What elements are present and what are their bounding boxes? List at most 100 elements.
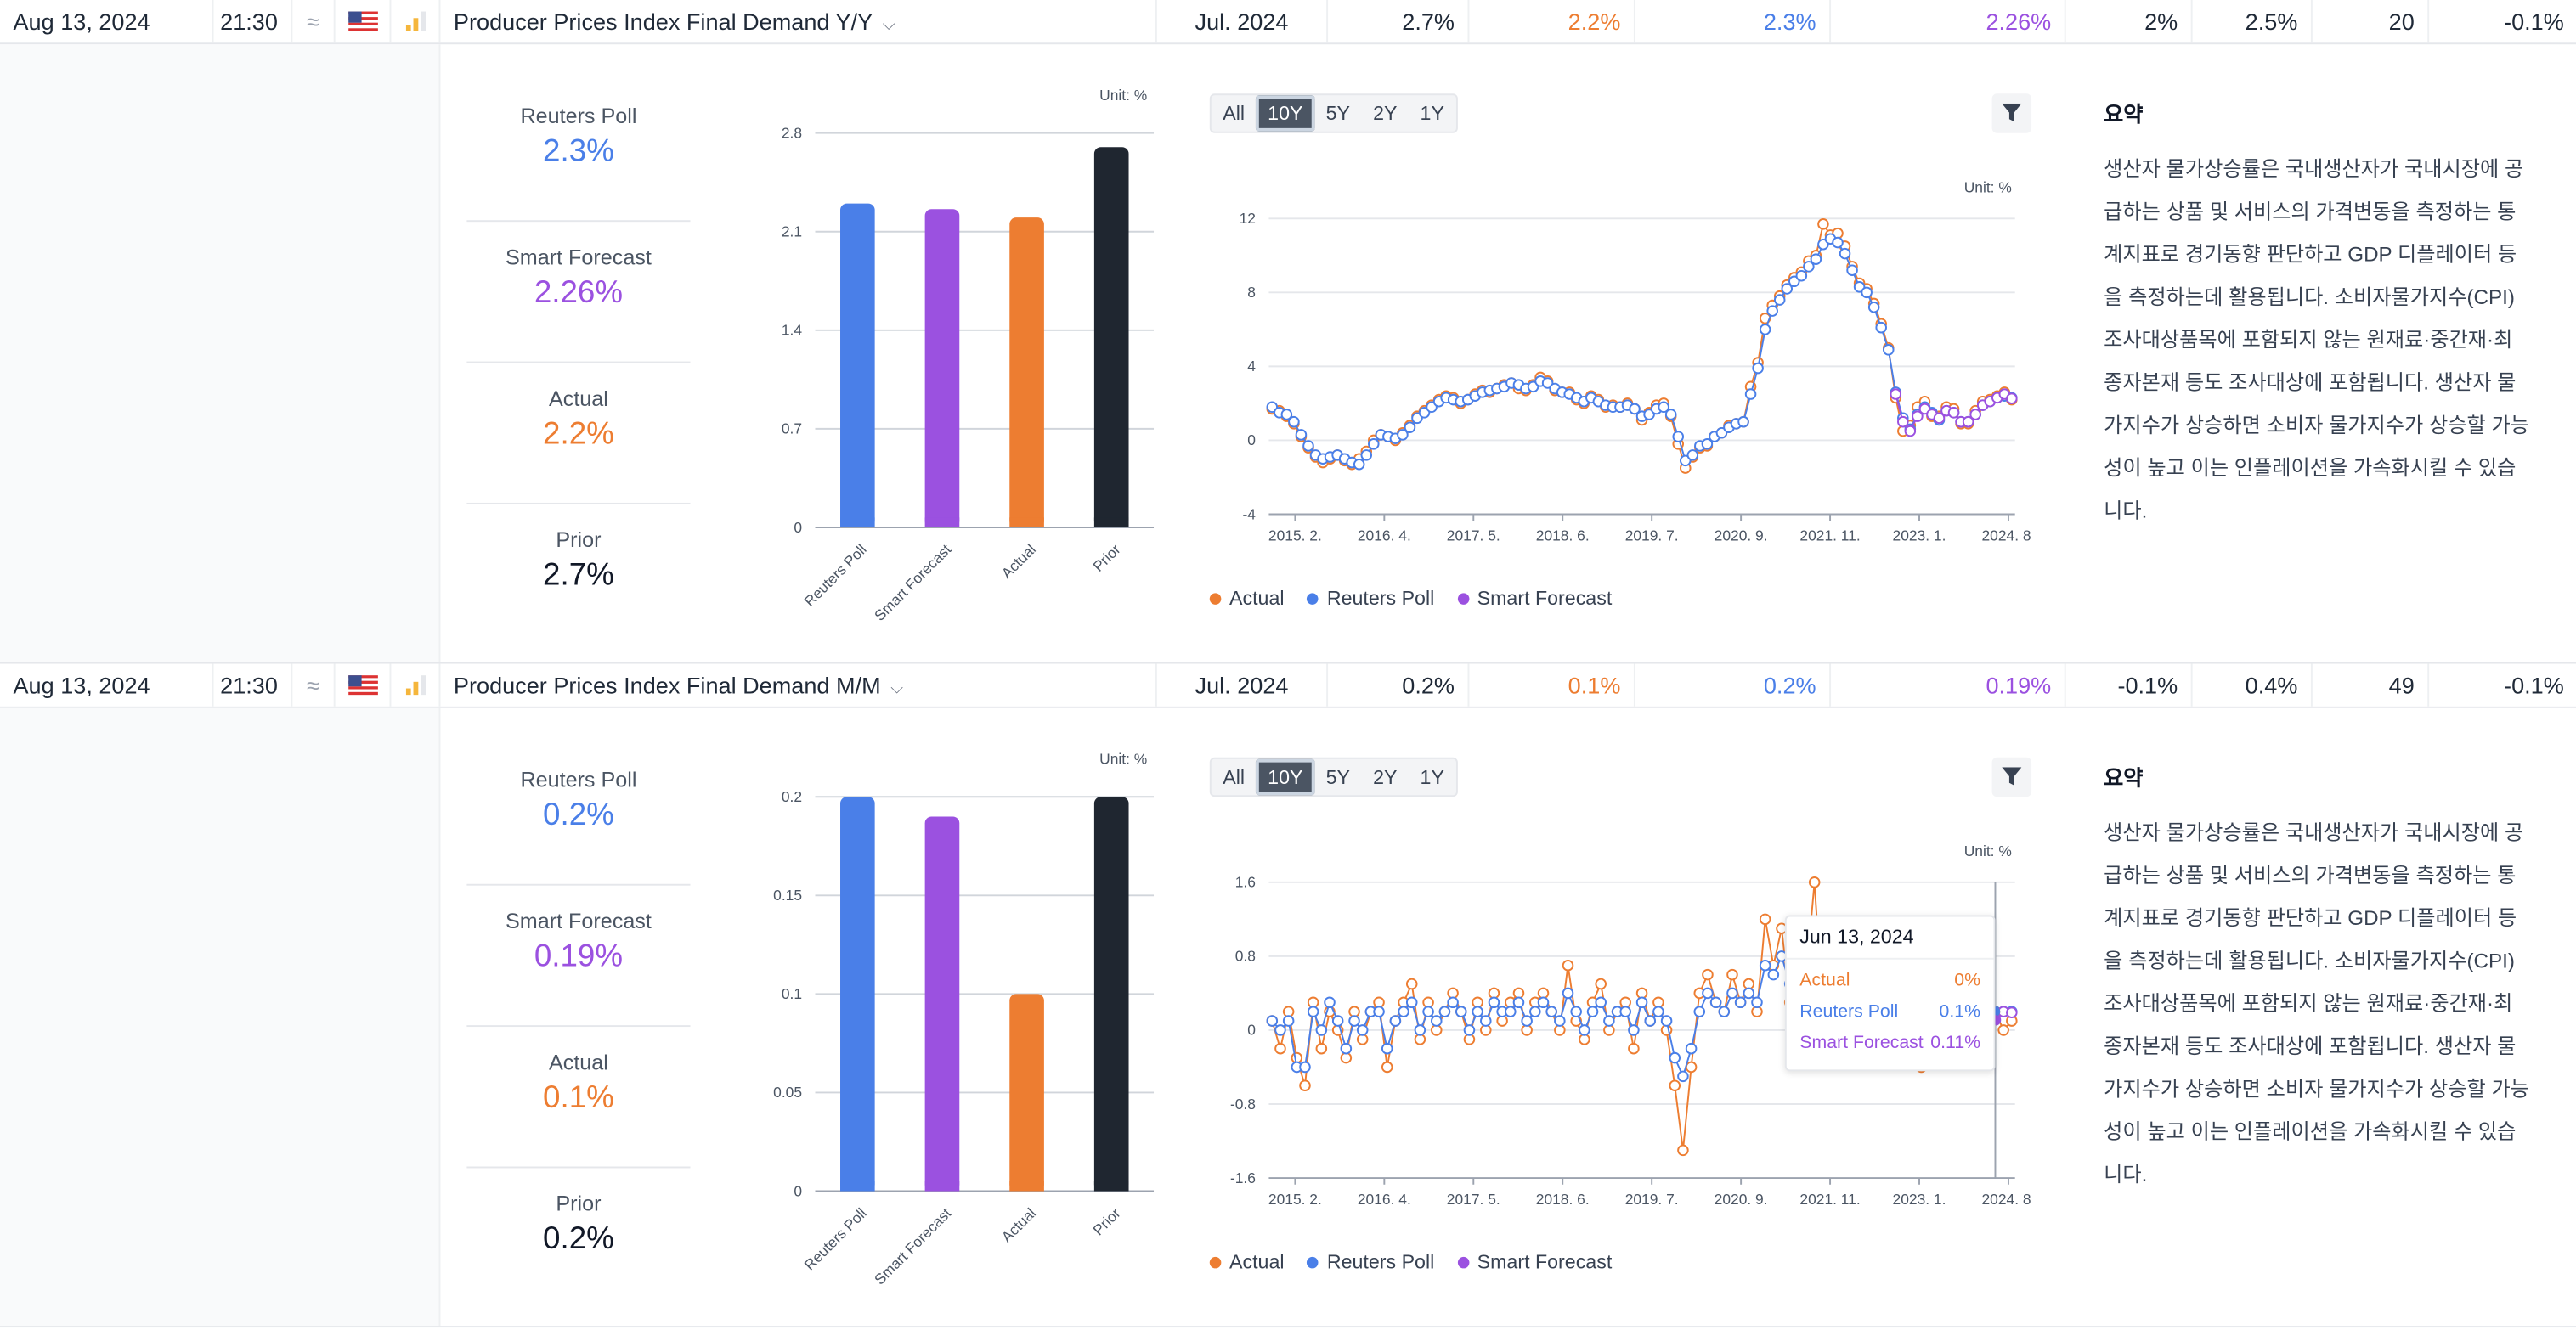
change-value: -0.1% <box>2504 672 2564 699</box>
stats-list: Reuters Poll 2.3% Smart Forecast 2.26% A… <box>466 81 691 645</box>
data-point <box>1463 1024 1476 1036</box>
stat-label: Reuters Poll <box>520 767 637 792</box>
event-row[interactable]: Aug 13, 2024 21:30 ≈ Producer Prices Ind… <box>0 0 2576 45</box>
stat-value: 0.2% <box>543 1222 614 1257</box>
range-10y-button[interactable]: 10Y <box>1256 95 1315 132</box>
filter-button[interactable] <box>1991 757 2032 797</box>
data-point <box>1348 1015 1360 1027</box>
stat-smart-forecast: Smart Forecast 2.26% <box>466 222 691 363</box>
legend-smart-forecast[interactable]: Smart Forecast <box>1457 587 1612 610</box>
data-point <box>1512 987 1525 1000</box>
legend-label: Actual <box>1229 586 1285 610</box>
data-point <box>1356 1024 1369 1036</box>
range-2y-button[interactable]: 2Y <box>1373 101 1398 126</box>
chevron-down-icon: ⌵ <box>882 16 895 35</box>
range-1y-button[interactable]: 1Y <box>1420 101 1444 126</box>
stat-label: Actual <box>548 386 608 411</box>
legend-actual[interactable]: Actual <box>1209 586 1285 610</box>
legend-reuters-poll[interactable]: Reuters Poll <box>1307 1250 1434 1273</box>
x-tick-label: 2020. 9. <box>1715 527 1768 544</box>
x-tick-label: 2015. 2. <box>1268 1191 1322 1208</box>
data-point <box>1373 1006 1385 1017</box>
data-point <box>1658 401 1669 414</box>
data-point <box>1302 440 1314 452</box>
data-point <box>1933 412 1946 425</box>
legend-dot <box>1307 592 1319 604</box>
legend-label: Smart Forecast <box>1477 586 1613 610</box>
range-2y-button[interactable]: 2Y <box>1373 765 1398 789</box>
range-1y-button[interactable]: 1Y <box>1420 765 1444 789</box>
legend-label: Reuters Poll <box>1326 586 1435 610</box>
data-point <box>1480 1015 1492 1027</box>
y-tick-label: 0 <box>794 519 802 536</box>
x-tick-label: 2021. 11. <box>1799 527 1860 544</box>
legend-smart-forecast[interactable]: Smart Forecast <box>1457 1250 1612 1273</box>
legend-dot <box>1209 1255 1222 1268</box>
data-point <box>1743 987 1755 1000</box>
event-date: Aug 13, 2024 <box>0 0 214 43</box>
data-point <box>1759 324 1771 335</box>
bar-base <box>1093 1181 1129 1192</box>
data-point <box>1875 321 1887 334</box>
high-forecast-value: 2.5% <box>2193 0 2313 43</box>
y-tick-label: 8 <box>1247 284 1256 301</box>
data-point <box>1570 1006 1582 1017</box>
data-point <box>1810 253 1822 265</box>
bar-base <box>1093 517 1129 527</box>
summary-title: 요약 <box>2104 101 2144 127</box>
range-5y-button[interactable]: 5Y <box>1325 101 1350 126</box>
data-point <box>1422 996 1434 1009</box>
filter-button[interactable] <box>1991 93 2032 133</box>
data-point <box>1404 421 1416 433</box>
data-point <box>1669 1079 1681 1091</box>
data-point <box>1315 1024 1328 1036</box>
data-point <box>1635 996 1648 1009</box>
low-forecast-value: 2% <box>2066 0 2193 43</box>
y-tick-label: -1.6 <box>1230 1169 1256 1186</box>
data-point <box>1472 996 1483 1009</box>
data-point <box>1381 1061 1393 1074</box>
importance-bars-icon <box>391 663 441 707</box>
data-point <box>1324 996 1336 1009</box>
range-all-button[interactable]: All <box>1223 765 1246 789</box>
data-point <box>1629 403 1641 415</box>
range-all-button[interactable]: All <box>1223 101 1246 126</box>
x-tick-label: 2016. 4. <box>1358 1191 1411 1208</box>
data-point <box>1521 1024 1533 1036</box>
data-point <box>1619 1006 1631 1017</box>
data-point <box>1307 996 1319 1009</box>
event-detail-panel: Reuters Poll 0.2% Smart Forecast 0.19% A… <box>0 707 2576 1327</box>
chart-legend: Actual Reuters Poll Smart Forecast <box>1209 1250 1612 1273</box>
data-point <box>1743 978 1755 990</box>
data-point <box>1962 415 1974 428</box>
data-point <box>1353 458 1365 471</box>
y-tick-label: 0 <box>1247 1022 1256 1039</box>
event-title-dropdown[interactable]: Producer Prices Index Final Demand M/M ⌵ <box>440 663 1157 707</box>
legend-reuters-poll[interactable]: Reuters Poll <box>1307 586 1435 610</box>
data-point <box>1890 388 1902 400</box>
x-tick-label: 2016. 4. <box>1358 527 1411 544</box>
event-row[interactable]: Aug 13, 2024 21:30 ≈ Producer Prices Ind… <box>0 662 2576 708</box>
bar <box>840 797 875 1192</box>
chart-tooltip: Jun 13, 2024 Actual 0% Reuters Poll 0.1% S… <box>1784 915 1996 1072</box>
data-point <box>1603 1015 1615 1027</box>
event-title-dropdown[interactable]: Producer Prices Index Final Demand Y/Y ⌵ <box>440 0 1157 43</box>
data-point <box>1381 1042 1393 1055</box>
y-tick-label: 0 <box>1247 431 1256 448</box>
range-10y-button[interactable]: 10Y <box>1256 758 1315 796</box>
data-point <box>1912 410 1924 422</box>
range-5y-button[interactable]: 5Y <box>1325 765 1350 789</box>
stat-prior: Prior 2.7% <box>466 504 690 645</box>
data-point <box>1846 264 1858 276</box>
data-point <box>1414 1024 1426 1036</box>
x-tick-label: 2017. 5. <box>1447 527 1500 544</box>
stat-value: 2.2% <box>543 417 614 452</box>
bar-base <box>840 1181 875 1192</box>
data-point <box>1554 1024 1566 1036</box>
x-tick-label: Reuters Poll <box>801 541 870 610</box>
legend-actual[interactable]: Actual <box>1209 1250 1285 1273</box>
stat-label: Smart Forecast <box>505 245 652 270</box>
data-point <box>1766 305 1778 317</box>
y-tick-label: 4 <box>1247 358 1256 375</box>
